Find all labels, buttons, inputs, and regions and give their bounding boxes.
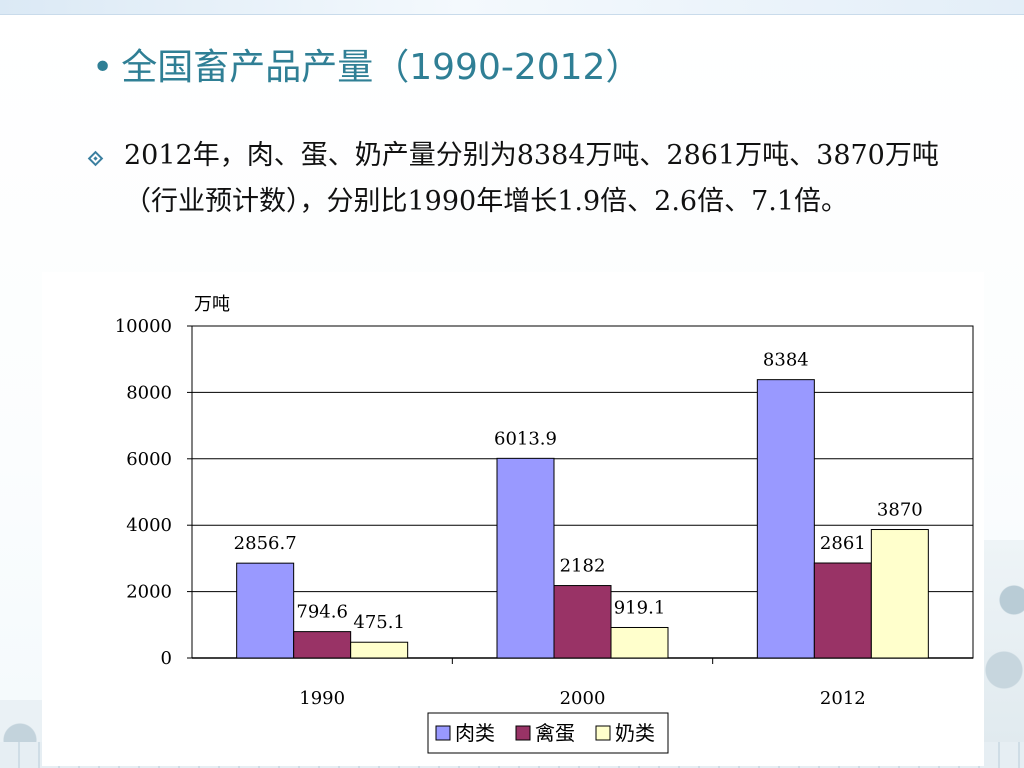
- y-tick-label: 10000: [115, 316, 172, 337]
- slide-body-text: 2012年，肉、蛋、奶产量分别为8384万吨、2861万吨、3870万吨（行业预…: [124, 140, 939, 217]
- x-category-label: 1990: [299, 688, 345, 709]
- data-label: 794.6: [296, 602, 348, 623]
- dragon-decoration-right: [984, 540, 1024, 768]
- legend-swatch-禽蛋: [515, 725, 531, 741]
- y-axis-label: 万吨: [194, 294, 230, 315]
- y-tick-label: 2000: [126, 582, 172, 603]
- bar-奶类-1990: [350, 641, 409, 659]
- y-tick-label: 8000: [126, 382, 172, 403]
- legend-swatch-奶类: [595, 725, 611, 741]
- bar-chart-svg: 0 2000 4000 6000 8000 10000 万吨 2856.7 794.6475.1…: [115, 294, 974, 754]
- bar-禽蛋-2012: [813, 562, 872, 659]
- legend-label: 肉类: [455, 721, 495, 745]
- y-tick-label: 4000: [126, 515, 172, 536]
- bar-奶类-2012: [870, 529, 929, 659]
- data-label: 475.1: [353, 612, 405, 633]
- x-category-label: 2000: [560, 688, 606, 709]
- legend-swatch-肉类: [435, 725, 451, 741]
- data-label: 2182: [560, 556, 606, 577]
- bar-肉类-2012: [756, 379, 815, 659]
- legend-label: 禽蛋: [535, 721, 575, 745]
- data-label: 8384: [763, 350, 809, 371]
- bar-奶类-2000: [610, 626, 669, 659]
- data-label: 919.1: [614, 597, 666, 618]
- diamond-bullet-icon: [87, 150, 104, 167]
- data-label: 6013.9: [494, 428, 557, 449]
- slide-title: • 全国畜产品产量（1990-2012）: [92, 38, 641, 90]
- bar-肉类-1990: [236, 562, 295, 659]
- data-label: 3870: [877, 500, 923, 521]
- bar-禽蛋-2000: [553, 585, 612, 659]
- bar-肉类-2000: [496, 457, 555, 659]
- legend-label: 奶类: [615, 721, 655, 745]
- title-bullet: •: [92, 47, 114, 88]
- legend-box: [427, 712, 669, 754]
- bar-chart: 0 2000 4000 6000 8000 10000 万吨 2856.7 794.6 475.1…: [42, 272, 984, 766]
- title-text: 全国畜产品产量（1990-2012）: [121, 47, 642, 88]
- data-label: 2856.7: [234, 533, 297, 554]
- data-label: 2861: [820, 533, 866, 554]
- bar-禽蛋-1990: [293, 631, 352, 659]
- x-category-label: 2012: [820, 688, 866, 709]
- y-tick-label: 6000: [126, 449, 172, 470]
- y-tick-label: 0: [161, 648, 172, 669]
- top-decorative-bar: [0, 0, 1024, 15]
